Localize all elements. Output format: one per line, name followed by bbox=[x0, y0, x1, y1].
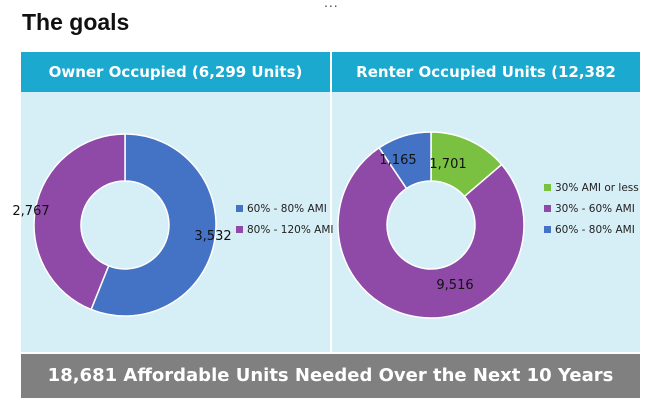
owner-value-label-2: 2,767 bbox=[12, 204, 49, 219]
renter-legend-label-3: 60% - 80% AMI bbox=[555, 224, 635, 236]
renter-slice-3 bbox=[378, 131, 432, 190]
renter-legend-swatch-1 bbox=[544, 184, 551, 191]
owner-legend-label-1: 60% - 80% AMI bbox=[247, 203, 327, 215]
owner-legend-label-2: 80% - 120% AMI bbox=[247, 224, 334, 236]
page-title: The goals bbox=[22, 9, 130, 35]
renter-legend-label-2: 30% - 60% AMI bbox=[555, 203, 635, 215]
owner-legend-swatch-2 bbox=[236, 226, 243, 233]
owner-slice-2 bbox=[33, 133, 126, 311]
renter-value-label-1: 1,701 bbox=[429, 157, 466, 172]
owner-legend-swatch-1 bbox=[236, 205, 243, 212]
renter-legend-label-1: 30% AMI or less bbox=[555, 182, 639, 194]
renter-slice-2 bbox=[337, 146, 525, 319]
owner-occupied-header: Owner Occupied (6,299 Units) bbox=[48, 63, 303, 81]
owner-slice-1 bbox=[90, 133, 217, 317]
summary-banner: 18,681 Affordable Units Needed Over the … bbox=[21, 354, 640, 398]
more-options-dots: ... bbox=[324, 0, 339, 10]
panel-divider bbox=[330, 52, 332, 352]
owner-value-label-1: 3,532 bbox=[194, 229, 231, 244]
renter-value-label-2: 9,516 bbox=[436, 278, 473, 293]
renter-value-label-3: 1,165 bbox=[379, 153, 416, 168]
renter-legend-swatch-3 bbox=[544, 226, 551, 233]
renter-legend-swatch-2 bbox=[544, 205, 551, 212]
